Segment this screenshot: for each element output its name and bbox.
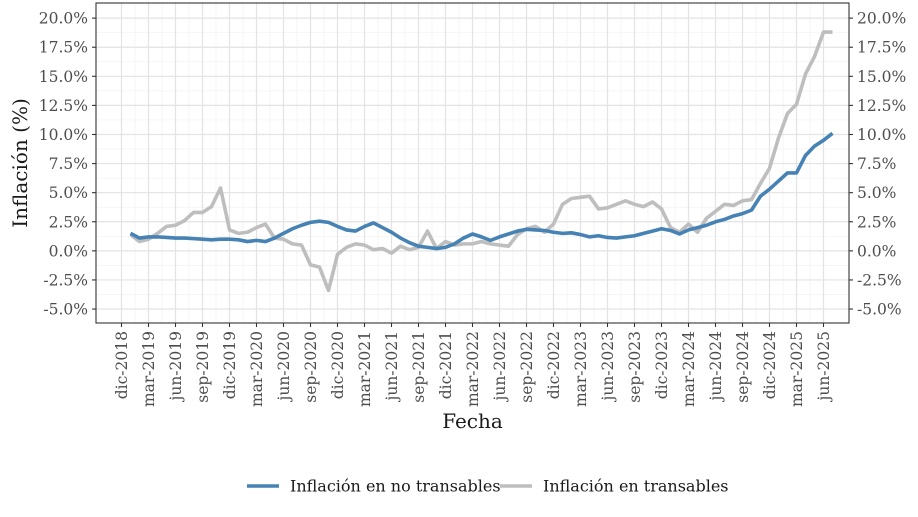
- y-tick-label-left: -2.5%: [43, 271, 88, 289]
- y-tick-label-right: 10.0%: [857, 126, 906, 144]
- x-tick-label: dic-2019: [221, 331, 239, 399]
- inflacion-en-no-transables-line: [129, 131, 834, 251]
- x-tick-label: sep-2023: [626, 331, 644, 403]
- y-tick-label-right: 17.5%: [857, 39, 906, 57]
- y-axis-title: Inflación (%): [8, 98, 32, 228]
- y-tick-label-left: 10.0%: [39, 126, 88, 144]
- major-gridlines: [96, 3, 849, 323]
- x-tick-label: sep-2021: [410, 331, 428, 403]
- x-tick-label: jun-2020: [275, 331, 293, 402]
- x-axis-title: Fecha: [442, 409, 503, 433]
- x-tick-label: jun-2019: [167, 331, 185, 402]
- x-tick-label: sep-2020: [302, 331, 320, 403]
- y-tick-label-right: 15.0%: [857, 68, 906, 86]
- series-lines: [129, 30, 834, 293]
- x-tick-label: jun-2024: [707, 331, 725, 403]
- y-tick-label-right: 20.0%: [857, 10, 906, 28]
- x-tick-label: dic-2021: [437, 331, 455, 399]
- x-tick-label: mar-2025: [788, 331, 806, 407]
- y-tick-label-left: 15.0%: [39, 68, 88, 86]
- x-tick-label: jun-2023: [599, 331, 617, 402]
- x-tick-label: jun-2022: [491, 331, 509, 402]
- y-axis-left-labels: -5.0% -2.5% 0.0% 2.5% 5.0% 7.5% 10.0% 12.5% 15.0…: [39, 10, 88, 319]
- y-tick-label-left: -5.0%: [43, 301, 88, 319]
- y-tick-label-right: 0.0%: [857, 242, 896, 260]
- x-tick-label: dic-2022: [545, 331, 563, 399]
- inflacion-en-transables-line: [129, 30, 833, 293]
- x-tick-label: dic-2024: [761, 331, 779, 399]
- x-tick-label: mar-2021: [356, 331, 374, 407]
- y-tick-label-right: 7.5%: [857, 155, 896, 173]
- x-tick-label: dic-2023: [653, 331, 671, 399]
- legend-label: Inflación en no transables: [290, 477, 501, 496]
- y-tick-label-left: 7.5%: [49, 155, 88, 173]
- x-tick-label: jun-2021: [383, 331, 401, 402]
- y-tick-label-left: 5.0%: [49, 184, 88, 202]
- y-tick-label-right: 2.5%: [857, 213, 896, 231]
- x-tick-label: mar-2020: [248, 331, 266, 407]
- y-tick-label-right: -5.0%: [857, 301, 902, 319]
- y-tick-label-right: 5.0%: [857, 184, 896, 202]
- x-tick-label: mar-2019: [140, 331, 158, 407]
- x-tick-label: dic-2020: [329, 331, 347, 399]
- y-tick-label-left: 12.5%: [39, 97, 88, 115]
- x-axis-labels: dic-2018 mar-2019 jun-2019 sep-2019 dic-2019…: [113, 331, 833, 407]
- legend-label: Inflación en transables: [543, 477, 729, 496]
- y-tick-label-left: 17.5%: [39, 39, 88, 57]
- x-tick-label: sep-2024: [734, 331, 752, 403]
- x-tick-label: sep-2019: [194, 331, 212, 403]
- y-tick-label-left: 20.0%: [39, 10, 88, 28]
- x-tick-label: mar-2024: [680, 331, 698, 407]
- axis-ticks: [92, 17, 853, 327]
- x-tick-label: jun-2025: [815, 331, 833, 402]
- y-tick-label-left: 0.0%: [49, 242, 88, 260]
- y-tick-label-left: 2.5%: [49, 213, 88, 231]
- x-tick-label: mar-2022: [464, 331, 482, 407]
- y-axis-right-labels: -5.0% -2.5% 0.0% 2.5% 5.0% 7.5% 10.0% 12.5% 15.0…: [857, 10, 906, 319]
- x-tick-label: dic-2018: [113, 331, 131, 399]
- x-tick-label: sep-2022: [518, 331, 536, 403]
- y-tick-label-right: 12.5%: [857, 97, 906, 115]
- legend: Inflación en no transables Inflación en t…: [247, 477, 729, 496]
- y-tick-label-right: -2.5%: [857, 271, 902, 289]
- x-tick-label: mar-2023: [572, 331, 590, 407]
